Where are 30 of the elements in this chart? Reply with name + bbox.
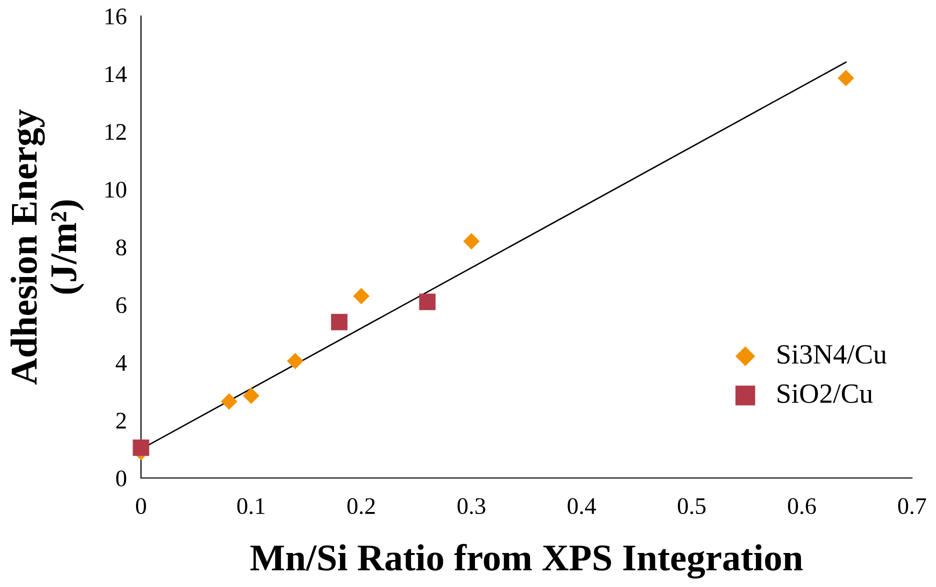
y-tick-label: 14 [106, 66, 127, 82]
x-tick-label: 0.7 [898, 498, 926, 514]
y-tick-label: 6 [116, 297, 126, 314]
y-tick-label: 2 [116, 412, 126, 428]
point [331, 314, 348, 330]
x-tick-label: 0.5 [678, 498, 706, 514]
legend-label: SiO2/Cu [778, 384, 873, 404]
y-tick-label: 0 [116, 470, 126, 486]
x-tick-label: 0.4 [568, 498, 596, 514]
legend-label: Si3N4/Cu [778, 345, 887, 364]
point [242, 387, 260, 404]
x-axis-title: Mn/Si Ratio from XPS Integration [250, 544, 803, 579]
y-tick-label: 10 [106, 182, 126, 198]
point [838, 70, 854, 86]
y-tick-label: 8 [116, 239, 126, 256]
x-tick-label: 0.6 [788, 498, 816, 514]
point [419, 294, 436, 310]
point [132, 439, 150, 456]
x-tick-label: 0.2 [347, 498, 375, 514]
point [353, 288, 370, 304]
y-axis-title: Adhesion Energy (J/m²) [10, 109, 84, 385]
point [463, 233, 480, 250]
point [220, 393, 238, 410]
x-tick-label: 0 [136, 498, 146, 514]
y-tick-label: 12 [106, 124, 126, 140]
x-tick-label: 0.1 [237, 498, 264, 514]
y-tick-label: 4 [116, 355, 127, 371]
point [286, 352, 304, 370]
y-tick-label: 16 [106, 8, 126, 24]
x-tick-label: 0.3 [458, 498, 486, 514]
